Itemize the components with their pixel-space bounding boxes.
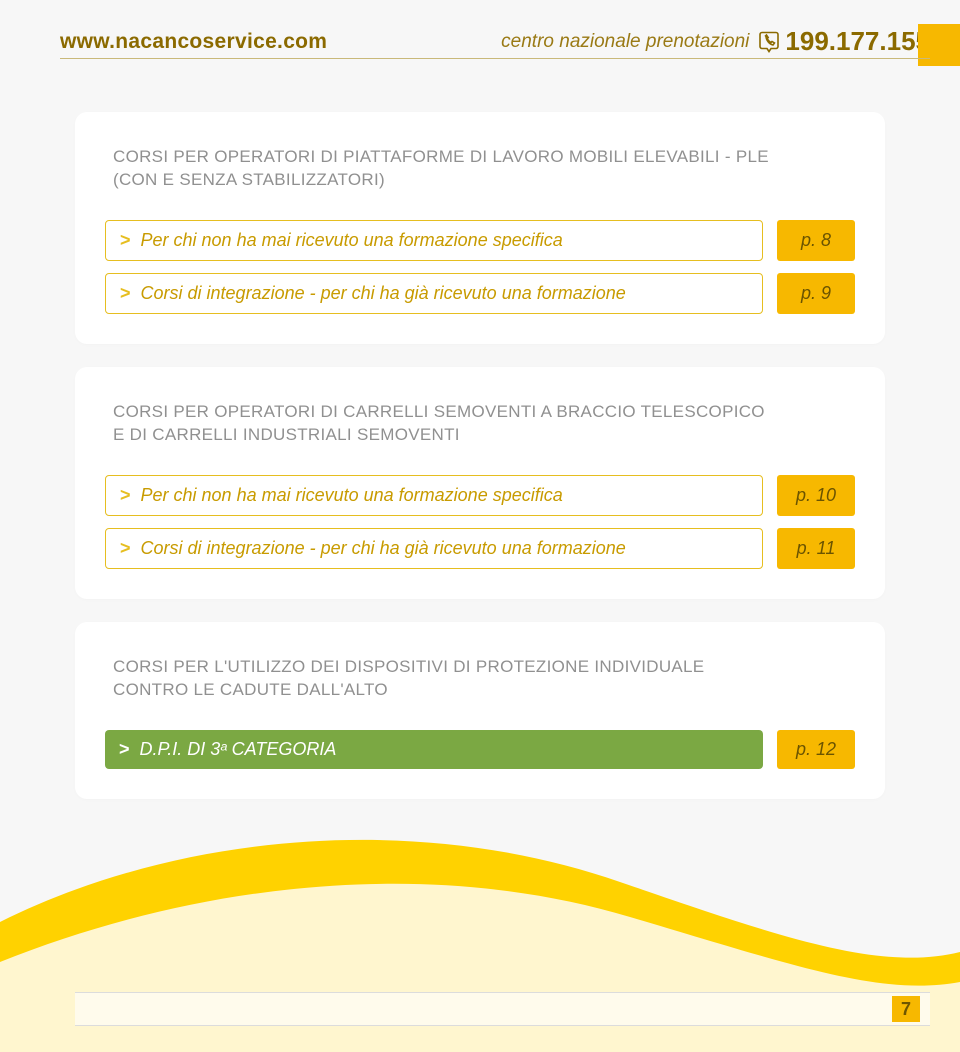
corner-accent-square — [918, 24, 960, 66]
footer-bar — [75, 992, 930, 1026]
title-line-1: CORSI PER OPERATORI DI PIATTAFORME DI LA… — [113, 147, 769, 166]
course-row[interactable]: > D.P.I. DI 3ᵃ CATEGORIA p. 12 — [105, 730, 855, 769]
course-pill-green: > D.P.I. DI 3ᵃ CATEGORIA — [105, 730, 763, 769]
site-url: www.nacancoservice.com — [60, 30, 327, 54]
course-label: Per chi non ha mai ricevuto una formazio… — [141, 230, 563, 251]
course-row[interactable]: > Corsi di integrazione - per chi ha già… — [105, 273, 855, 314]
page-ref: p. 9 — [777, 273, 855, 314]
course-pill: > Corsi di integrazione - per chi ha già… — [105, 528, 763, 569]
chevron-right-icon: > — [120, 230, 131, 251]
course-pill: > Per chi non ha mai ricevuto una formaz… — [105, 475, 763, 516]
card-title: CORSI PER OPERATORI DI PIATTAFORME DI LA… — [113, 146, 855, 192]
header-right: centro nazionale prenotazioni 199.177.15… — [501, 26, 930, 57]
course-card-ple: CORSI PER OPERATORI DI PIATTAFORME DI LA… — [75, 112, 885, 344]
course-label: Per chi non ha mai ricevuto una formazio… — [141, 485, 563, 506]
course-pill: > Corsi di integrazione - per chi ha già… — [105, 273, 763, 314]
chevron-right-icon: > — [120, 283, 131, 304]
booking-label: centro nazionale prenotazioni — [501, 31, 749, 53]
chevron-right-icon: > — [119, 739, 130, 760]
course-card-carrelli: CORSI PER OPERATORI DI CARRELLI SEMOVENT… — [75, 367, 885, 599]
card-title: CORSI PER L'UTILIZZO DEI DISPOSITIVI DI … — [113, 656, 855, 702]
course-pill: > Per chi non ha mai ricevuto una formaz… — [105, 220, 763, 261]
course-row[interactable]: > Per chi non ha mai ricevuto una formaz… — [105, 475, 855, 516]
page-number: 7 — [892, 996, 920, 1022]
title-line-2: (CON E SENZA STABILIZZATORI) — [113, 170, 385, 189]
header-divider — [60, 58, 930, 59]
chevron-right-icon: > — [120, 538, 131, 559]
phone-icon — [757, 30, 781, 54]
title-line-1: CORSI PER L'UTILIZZO DEI DISPOSITIVI DI … — [113, 657, 704, 676]
course-label: Corsi di integrazione - per chi ha già r… — [141, 538, 626, 559]
page-ref: p. 11 — [777, 528, 855, 569]
course-row[interactable]: > Corsi di integrazione - per chi ha già… — [105, 528, 855, 569]
chevron-right-icon: > — [120, 485, 131, 506]
title-line-2: E DI CARRELLI INDUSTRIALI SEMOVENTI — [113, 425, 460, 444]
phone-number: 199.177.155 — [785, 26, 930, 57]
title-line-1: CORSI PER OPERATORI DI CARRELLI SEMOVENT… — [113, 402, 765, 421]
course-label: Corsi di integrazione - per chi ha già r… — [141, 283, 626, 304]
course-card-dpi: CORSI PER L'UTILIZZO DEI DISPOSITIVI DI … — [75, 622, 885, 799]
course-label: D.P.I. DI 3ᵃ CATEGORIA — [140, 739, 337, 760]
card-title: CORSI PER OPERATORI DI CARRELLI SEMOVENT… — [113, 401, 855, 447]
course-row[interactable]: > Per chi non ha mai ricevuto una formaz… — [105, 220, 855, 261]
title-line-2: CONTRO LE CADUTE DALL'ALTO — [113, 680, 388, 699]
page-ref: p. 12 — [777, 730, 855, 769]
page-ref: p. 10 — [777, 475, 855, 516]
page-ref: p. 8 — [777, 220, 855, 261]
